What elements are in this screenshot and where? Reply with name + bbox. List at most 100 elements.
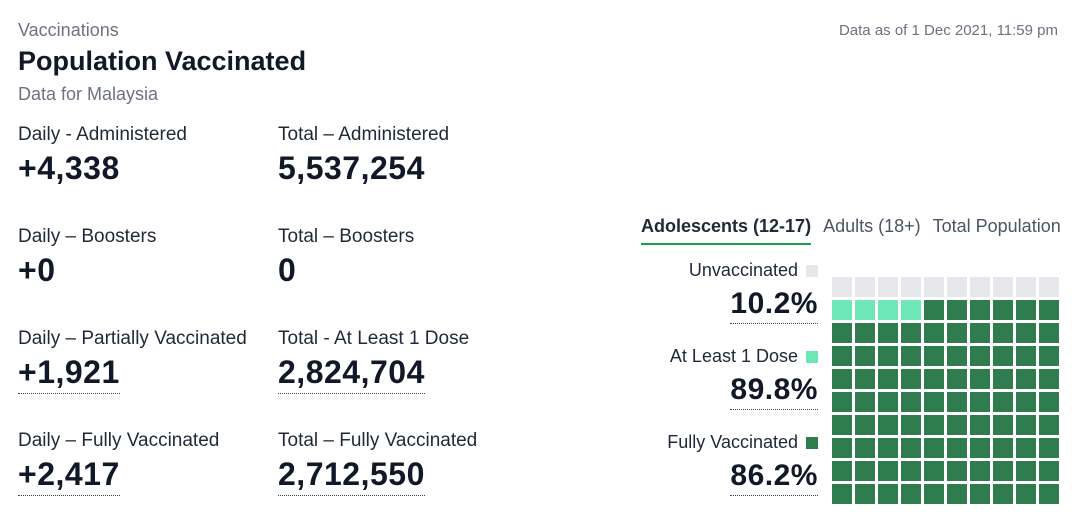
waffle-cell-fully-vaccinated bbox=[1039, 438, 1059, 458]
stat-total-at-least-1-dose: Total - At Least 1 Dose 2,824,704 bbox=[278, 328, 469, 394]
stat-label: Daily - Administered bbox=[18, 124, 187, 145]
waffle-cell-fully-vaccinated bbox=[1016, 438, 1036, 458]
stat-value: 5,537,254 bbox=[278, 150, 425, 186]
stat-daily-administered: Daily - Administered +4,338 bbox=[18, 124, 187, 189]
waffle-cell-fully-vaccinated bbox=[901, 438, 921, 458]
waffle-cell-fully-vaccinated bbox=[924, 346, 944, 366]
waffle-cell-fully-vaccinated bbox=[924, 300, 944, 320]
legend-at-least-1-dose: At Least 1 Dose 89.8% bbox=[670, 346, 818, 410]
tab-adolescents[interactable]: Adolescents (12-17) bbox=[641, 216, 812, 245]
waffle-cell-fully-vaccinated bbox=[947, 392, 967, 412]
waffle-cell-fully-vaccinated bbox=[993, 438, 1013, 458]
waffle-cell-fully-vaccinated bbox=[832, 484, 852, 504]
waffle-cell-fully-vaccinated bbox=[855, 346, 875, 366]
waffle-cell-fully-vaccinated bbox=[832, 369, 852, 389]
waffle-cell-fully-vaccinated bbox=[947, 323, 967, 343]
waffle-cell-fully-vaccinated bbox=[924, 484, 944, 504]
stat-value[interactable]: 2,824,704 bbox=[278, 354, 425, 394]
stat-total-fully-vaccinated: Total – Fully Vaccinated 2,712,550 bbox=[278, 430, 477, 496]
legend-text: Unvaccinated bbox=[688, 260, 798, 280]
waffle-cell-unvaccinated bbox=[1039, 277, 1059, 297]
waffle-cell-unvaccinated bbox=[970, 277, 990, 297]
waffle-cell-fully-vaccinated bbox=[924, 392, 944, 412]
waffle-cell-unvaccinated bbox=[924, 277, 944, 297]
waffle-cell-fully-vaccinated bbox=[993, 346, 1013, 366]
waffle-cell-fully-vaccinated bbox=[832, 392, 852, 412]
legend-unvaccinated: Unvaccinated 10.2% bbox=[689, 260, 818, 324]
waffle-cell-fully-vaccinated bbox=[1039, 369, 1059, 389]
waffle-cell-unvaccinated bbox=[947, 277, 967, 297]
waffle-cell-fully-vaccinated bbox=[1016, 300, 1036, 320]
waffle-cell-fully-vaccinated bbox=[993, 392, 1013, 412]
waffle-cell-unvaccinated bbox=[901, 277, 921, 297]
stat-label: Total – Fully Vaccinated bbox=[278, 430, 478, 451]
page-title: Population Vaccinated bbox=[18, 46, 307, 76]
legend-text: Fully Vaccinated bbox=[667, 432, 798, 452]
waffle-cell-fully-vaccinated bbox=[855, 392, 875, 412]
stat-label: Total - At Least 1 Dose bbox=[278, 328, 470, 349]
waffle-cell-fully-vaccinated bbox=[993, 323, 1013, 343]
waffle-cell-at-least-1-dose bbox=[901, 300, 921, 320]
waffle-cell-fully-vaccinated bbox=[832, 323, 852, 343]
population-tabs: Adolescents (12-17) Adults (18+) Total P… bbox=[641, 216, 1061, 245]
unvaccinated-swatch bbox=[806, 264, 818, 277]
waffle-cell-fully-vaccinated bbox=[924, 415, 944, 435]
waffle-cell-fully-vaccinated bbox=[1016, 369, 1036, 389]
waffle-cell-fully-vaccinated bbox=[947, 438, 967, 458]
tab-adults[interactable]: Adults (18+) bbox=[823, 216, 921, 236]
stat-label: Total – Boosters bbox=[278, 226, 415, 247]
waffle-cell-fully-vaccinated bbox=[855, 369, 875, 389]
waffle-cell-fully-vaccinated bbox=[901, 346, 921, 366]
waffle-cell-fully-vaccinated bbox=[970, 438, 990, 458]
waffle-cell-fully-vaccinated bbox=[970, 323, 990, 343]
stat-daily-boosters: Daily – Boosters +0 bbox=[18, 226, 156, 291]
waffle-cell-fully-vaccinated bbox=[832, 461, 852, 481]
waffle-cell-fully-vaccinated bbox=[1016, 323, 1036, 343]
stat-label: Daily – Partially Vaccinated bbox=[18, 328, 247, 349]
waffle-cell-fully-vaccinated bbox=[901, 461, 921, 481]
stat-daily-partially-vaccinated: Daily – Partially Vaccinated +1,921 bbox=[18, 328, 247, 394]
waffle-cell-fully-vaccinated bbox=[924, 323, 944, 343]
stat-total-boosters: Total – Boosters 0 bbox=[278, 226, 414, 291]
waffle-cell-fully-vaccinated bbox=[878, 461, 898, 481]
waffle-cell-fully-vaccinated bbox=[878, 484, 898, 504]
legend-percent[interactable]: 86.2% bbox=[730, 459, 818, 496]
fully-vaccinated-swatch bbox=[806, 436, 818, 449]
legend-percent[interactable]: 10.2% bbox=[730, 287, 818, 324]
legend-label: At Least 1 Dose bbox=[670, 346, 818, 367]
waffle-cell-fully-vaccinated bbox=[878, 415, 898, 435]
legend-percent[interactable]: 89.8% bbox=[730, 373, 818, 410]
waffle-chart bbox=[832, 277, 1059, 504]
waffle-cell-fully-vaccinated bbox=[970, 415, 990, 435]
waffle-cell-fully-vaccinated bbox=[947, 369, 967, 389]
waffle-cell-fully-vaccinated bbox=[970, 369, 990, 389]
waffle-cell-fully-vaccinated bbox=[1039, 323, 1059, 343]
waffle-cell-fully-vaccinated bbox=[901, 415, 921, 435]
waffle-cell-fully-vaccinated bbox=[970, 346, 990, 366]
waffle-cell-fully-vaccinated bbox=[855, 461, 875, 481]
page-subtitle: Data for Malaysia bbox=[18, 84, 159, 104]
waffle-cell-fully-vaccinated bbox=[1039, 300, 1059, 320]
waffle-cell-fully-vaccinated bbox=[832, 438, 852, 458]
stat-value[interactable]: +1,921 bbox=[18, 354, 120, 394]
waffle-cell-fully-vaccinated bbox=[1016, 415, 1036, 435]
waffle-cell-fully-vaccinated bbox=[855, 323, 875, 343]
waffle-cell-fully-vaccinated bbox=[855, 484, 875, 504]
waffle-cell-fully-vaccinated bbox=[947, 461, 967, 481]
waffle-cell-unvaccinated bbox=[993, 277, 1013, 297]
tab-total-population[interactable]: Total Population bbox=[932, 216, 1061, 236]
waffle-cell-fully-vaccinated bbox=[947, 346, 967, 366]
waffle-cell-unvaccinated bbox=[855, 277, 875, 297]
waffle-cell-unvaccinated bbox=[878, 277, 898, 297]
waffle-cell-fully-vaccinated bbox=[947, 484, 967, 504]
waffle-cell-fully-vaccinated bbox=[878, 323, 898, 343]
stat-total-administered: Total – Administered 5,537,254 bbox=[278, 124, 449, 189]
waffle-cell-fully-vaccinated bbox=[947, 415, 967, 435]
waffle-cell-fully-vaccinated bbox=[832, 346, 852, 366]
waffle-cell-unvaccinated bbox=[832, 277, 852, 297]
stat-value[interactable]: 2,712,550 bbox=[278, 456, 425, 496]
stat-value[interactable]: +2,417 bbox=[18, 456, 120, 496]
waffle-cell-fully-vaccinated bbox=[1039, 484, 1059, 504]
at-least-1-dose-swatch bbox=[806, 350, 818, 363]
stat-daily-fully-vaccinated: Daily – Fully Vaccinated +2,417 bbox=[18, 430, 219, 496]
